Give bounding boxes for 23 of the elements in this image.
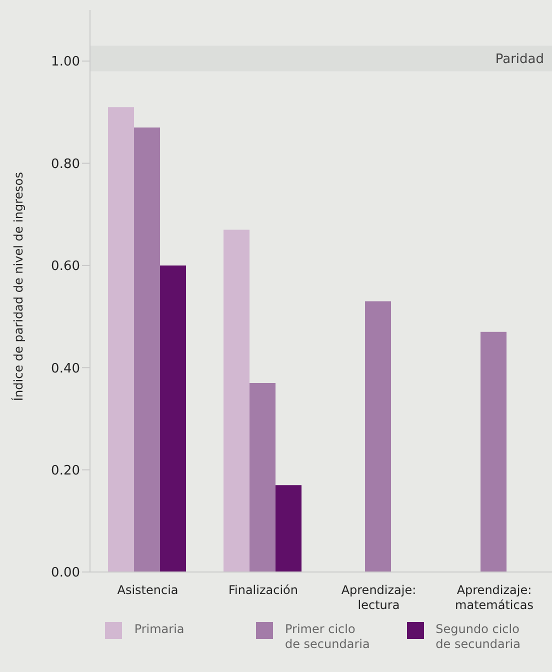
bar <box>108 107 134 572</box>
x-tick-label: Asistencia <box>117 583 178 597</box>
band-label: Paridad <box>495 52 544 68</box>
bar <box>365 301 392 572</box>
y-tick-label: 1.00 <box>51 54 80 70</box>
legend-label: Primaria <box>134 622 184 637</box>
bar <box>250 382 276 572</box>
y-tick-label: 0.40 <box>51 361 80 376</box>
legend-label: Primer ciclo de secundaria <box>284 622 370 652</box>
x-tick-label: Finalización <box>228 583 298 597</box>
bar <box>160 265 186 572</box>
bar <box>480 332 507 572</box>
x-tick-label: Aprendizaje: matemáticas <box>455 583 534 612</box>
bar <box>224 230 250 572</box>
y-tick-label: 0.20 <box>51 463 80 478</box>
y-tick-label: 0.00 <box>51 566 80 581</box>
y-tick-label: 0.60 <box>51 259 80 274</box>
legend-label: Segundo ciclo de secundaria <box>436 622 520 652</box>
bar <box>134 128 160 572</box>
y-tick-label: 0.80 <box>51 156 80 172</box>
bar <box>276 485 302 572</box>
x-tick-label: Aprendizaje: lectura <box>341 583 416 612</box>
y-axis-title: Índice de paridad de nivel de ingresos <box>10 172 26 401</box>
